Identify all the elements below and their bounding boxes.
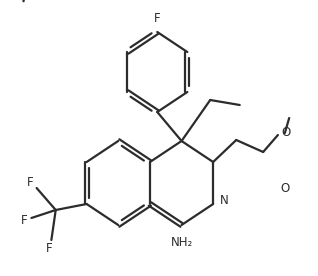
Text: NH₂: NH₂ <box>170 237 193 250</box>
Text: O: O <box>281 126 291 139</box>
Text: F: F <box>154 12 161 25</box>
Text: F: F <box>21 214 28 227</box>
Text: F: F <box>46 242 53 254</box>
Text: F: F <box>26 176 33 190</box>
Text: N: N <box>220 195 229 208</box>
Text: O: O <box>280 182 290 195</box>
